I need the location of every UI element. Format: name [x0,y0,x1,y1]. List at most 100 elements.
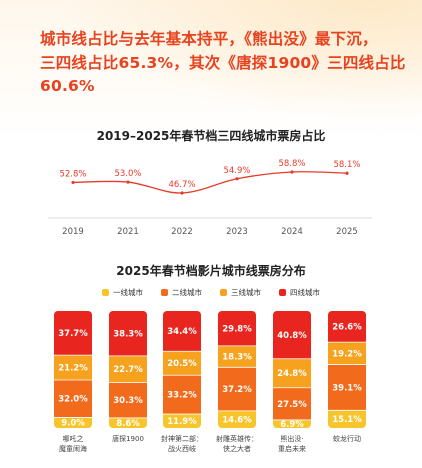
legend-swatch [279,289,286,296]
line-point [290,170,294,174]
bar-segment [54,355,92,380]
bar-segment [218,345,256,368]
line-data-label: 54.9% [223,166,250,176]
bar-segment [109,311,147,356]
bar-segment-label: 40.8% [277,331,307,341]
line-data-label: 52.8% [59,169,86,179]
bar-segment [218,410,256,428]
bar-segment-label: 33.2% [167,391,197,401]
legend-label: 二线城市 [172,288,202,297]
line-x-tick-label: 2023 [226,227,248,237]
bar-category-label: 哪吒之 [63,434,84,443]
bar-category-label: 唐探1900 [112,434,144,443]
line-data-label: 58.8% [278,159,305,169]
bar-segment [328,410,366,428]
bar-segment-label: 18.3% [222,353,252,363]
bar-segment [218,311,256,346]
line-x-tick-label: 2021 [117,227,139,237]
bar-segment-label: 34.4% [167,327,197,337]
bar-category-label: 战火西岐 [168,444,196,453]
legend-item: 四线城市 [279,287,320,298]
headline-line-3: 60.6% [40,77,95,95]
stacked-bar [218,311,256,428]
bar-segment [109,382,147,418]
bar-segment-label: 6.9% [280,420,304,430]
bar-segment-label: 30.3% [113,396,143,406]
bar-segment [328,342,366,365]
bar-category-label: 重启未来 [278,444,306,453]
line-series-path [72,171,348,194]
bar-segment-label: 29.8% [222,324,252,334]
bar-segment [163,351,201,376]
line-data-label: 58.1% [333,160,360,170]
bar-segment [273,419,311,428]
stacked-bar [109,311,147,428]
bar-chart-legend: 一线城市 二线城市 三线城市 四线城市 [0,287,422,298]
bar-segment [54,311,92,356]
legend-label: 四线城市 [290,288,320,297]
bar-category-label: 熊出没· [280,434,303,443]
bar-segment-label: 32.0% [58,395,88,405]
bar-category-label: 封神第二部： [161,434,203,443]
bar-segment [273,358,311,388]
stacked-bar [54,311,92,428]
line-point [345,171,349,175]
bar-category-label: 射雕英雄传： [216,434,258,443]
bar-segment-label: 21.2% [58,364,88,374]
bar-segment [328,364,366,411]
legend-swatch [161,289,168,296]
bar-segment-label: 27.5% [277,400,307,410]
bar-segment [54,379,92,418]
headline-line-2: 三四线占比65.3%，其次《唐探1900》三四线占比 [40,53,406,72]
legend-item: 三线城市 [220,287,261,298]
line-x-tick-label: 2019 [62,227,84,237]
line-point [235,177,239,181]
legend-item: 一线城市 [102,287,143,298]
headline: 城市线占比与去年基本持平，《熊出没》最下沉， 三四线占比65.3%，其次《唐探1… [40,28,410,99]
header-background [0,0,422,140]
bar-chart-title: 2025年春节档影片城市线票房分布 [116,264,306,278]
line-data-label: 53.0% [114,169,141,179]
bar-segment-label: 9.0% [61,419,85,429]
bar-segment-label: 26.6% [332,323,362,333]
bar-segment [163,375,201,415]
line-point [180,191,184,195]
stacked-bar [273,311,311,428]
legend-label: 一线城市 [113,288,143,297]
bar-segment [328,311,366,343]
bar-segment-label: 20.5% [167,359,197,369]
stacked-bar [328,311,366,428]
bar-segment-label: 39.1% [332,383,362,393]
bar-segment [54,417,92,428]
bar-segment-label: 19.2% [332,349,362,359]
bar-segment-label: 15.1% [332,415,362,425]
bar-segment-label: 8.6% [116,419,140,429]
legend-swatch [102,289,109,296]
bar-category-label: 魔童闹海 [59,444,87,453]
bar-segment [163,311,201,352]
bar-segment-label: 24.8% [277,369,307,379]
bar-segment [109,355,147,383]
bar-category-label: 侠之大者 [223,444,251,453]
legend-item: 二线城市 [161,287,202,298]
bar-segment-label: 22.7% [113,365,143,375]
legend-label: 三线城市 [231,288,261,297]
line-point [126,180,130,184]
bar-segment-label: 37.2% [222,385,252,395]
stacked-bar [163,311,201,428]
bar-segment-label: 37.7% [58,329,88,339]
bar-segment-label: 38.3% [113,329,143,339]
bar-segment [273,387,311,420]
bar-segment [163,414,201,428]
line-x-tick-label: 2025 [336,227,358,237]
bar-segment-label: 11.9% [167,417,197,427]
legend-swatch [220,289,227,296]
bar-segment [218,367,256,411]
line-x-tick-label: 2024 [281,227,303,237]
line-data-label: 46.7% [168,180,195,190]
bar-segment-label: 14.6% [222,415,252,425]
bar-segment [273,311,311,359]
bar-category-label: 蛟龙行动 [333,434,361,443]
